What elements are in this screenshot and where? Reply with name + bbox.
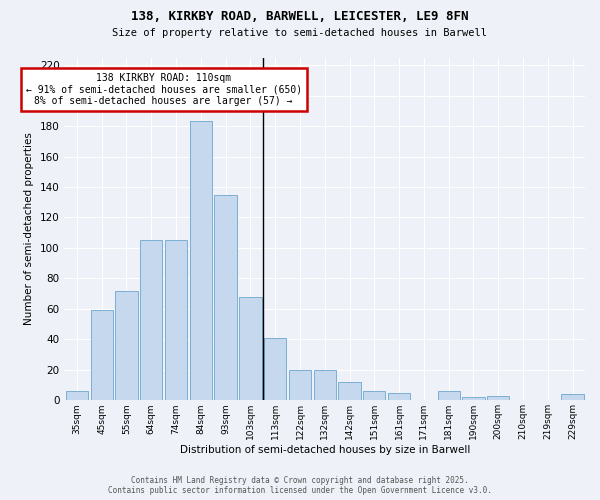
Bar: [437, 391, 460, 400]
Bar: [562, 394, 584, 400]
Bar: [264, 338, 286, 400]
Bar: [214, 194, 237, 400]
Bar: [239, 296, 262, 401]
Y-axis label: Number of semi-detached properties: Number of semi-detached properties: [25, 132, 34, 326]
Text: Size of property relative to semi-detached houses in Barwell: Size of property relative to semi-detach…: [113, 28, 487, 38]
Bar: [289, 370, 311, 400]
Bar: [66, 391, 88, 400]
Bar: [115, 290, 137, 401]
Bar: [487, 396, 509, 400]
Bar: [338, 382, 361, 400]
Bar: [314, 370, 336, 400]
Text: Contains HM Land Registry data © Crown copyright and database right 2025.
Contai: Contains HM Land Registry data © Crown c…: [108, 476, 492, 495]
Text: 138, KIRKBY ROAD, BARWELL, LEICESTER, LE9 8FN: 138, KIRKBY ROAD, BARWELL, LEICESTER, LE…: [131, 10, 469, 23]
Text: 138 KIRKBY ROAD: 110sqm
← 91% of semi-detached houses are smaller (650)
8% of se: 138 KIRKBY ROAD: 110sqm ← 91% of semi-de…: [26, 72, 302, 106]
Bar: [190, 122, 212, 400]
Bar: [91, 310, 113, 400]
Bar: [165, 240, 187, 400]
Bar: [463, 397, 485, 400]
Bar: [140, 240, 163, 400]
Bar: [363, 391, 385, 400]
X-axis label: Distribution of semi-detached houses by size in Barwell: Distribution of semi-detached houses by …: [179, 445, 470, 455]
Bar: [388, 392, 410, 400]
